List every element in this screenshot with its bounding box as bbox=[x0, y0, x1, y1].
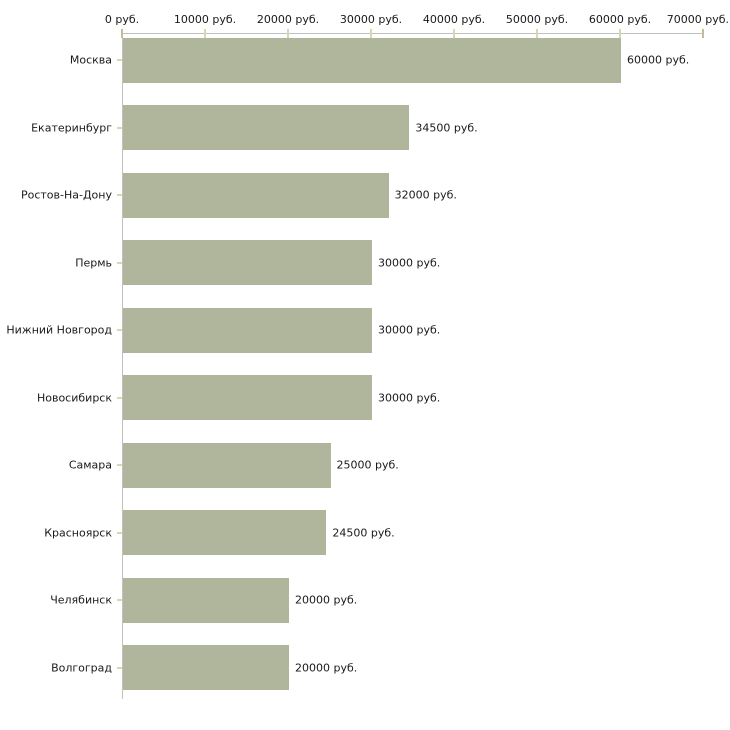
category-label: Ростов-На-Дону bbox=[20, 188, 112, 202]
category-label: Волгоград bbox=[51, 661, 112, 674]
category-tick-mark bbox=[117, 329, 122, 331]
category-tick-mark bbox=[117, 261, 122, 264]
x-axis-tick-mark bbox=[702, 29, 704, 38]
value-label: 30000 руб. bbox=[378, 391, 441, 404]
value-label: 60000 руб. bbox=[627, 53, 690, 67]
value-label: 24500 руб. bbox=[332, 526, 395, 539]
x-axis-tick-label: 20000 руб. bbox=[256, 13, 320, 26]
bar-5 bbox=[123, 307, 372, 353]
value-label: 20000 руб. bbox=[295, 661, 358, 674]
category-label: Екатеринбург bbox=[31, 121, 112, 134]
value-label: 34500 руб. bbox=[415, 121, 478, 134]
x-axis-line bbox=[122, 33, 704, 34]
x-axis-tick-mark bbox=[536, 29, 538, 38]
bar-8 bbox=[123, 510, 327, 555]
x-axis-tick-mark bbox=[453, 29, 455, 38]
bar-4 bbox=[123, 240, 372, 285]
category-tick-mark bbox=[117, 126, 122, 129]
category-label: Нижний Новгород bbox=[6, 323, 112, 337]
x-axis-tick-mark bbox=[370, 29, 372, 38]
category-tick-mark bbox=[117, 59, 122, 61]
x-axis-tick-label: 10000 руб. bbox=[173, 13, 237, 26]
x-axis-tick-mark bbox=[204, 29, 206, 38]
category-tick-mark bbox=[117, 531, 122, 534]
category-label: Новосибирск bbox=[36, 391, 112, 404]
category-label: Красноярск bbox=[44, 526, 112, 539]
x-axis-tick-label: 40000 руб. bbox=[422, 13, 486, 26]
category-tick-mark bbox=[117, 464, 122, 466]
value-label: 20000 руб. bbox=[295, 593, 358, 607]
x-axis-tick-mark bbox=[619, 29, 621, 38]
bar-10 bbox=[123, 645, 289, 690]
value-label: 30000 руб. bbox=[378, 323, 441, 337]
value-label: 32000 руб. bbox=[394, 188, 457, 202]
category-tick-mark bbox=[117, 666, 122, 669]
x-axis-tick-mark bbox=[287, 29, 289, 38]
x-axis-tick-mark bbox=[121, 29, 123, 38]
bar-6 bbox=[123, 375, 372, 420]
category-label: Челябинск bbox=[50, 593, 112, 607]
y-axis-line bbox=[122, 33, 123, 699]
bar-7 bbox=[123, 442, 331, 488]
category-tick-mark bbox=[117, 396, 122, 399]
x-axis-tick-label: 0 руб. bbox=[104, 13, 140, 26]
x-axis-tick-label: 60000 руб. bbox=[588, 13, 652, 26]
value-label: 30000 руб. bbox=[378, 256, 441, 269]
bar-9 bbox=[123, 577, 289, 623]
category-label: Самара bbox=[68, 458, 112, 472]
x-axis-tick-label: 30000 руб. bbox=[339, 13, 403, 26]
x-axis-tick-label: 70000 руб. bbox=[666, 13, 729, 26]
value-label: 25000 руб. bbox=[336, 458, 399, 472]
category-tick-mark bbox=[117, 194, 122, 196]
bar-1 bbox=[123, 37, 621, 83]
x-axis-tick-label: 50000 руб. bbox=[505, 13, 569, 26]
bar-2 bbox=[123, 105, 410, 150]
category-label: Москва bbox=[69, 53, 112, 67]
bar-3 bbox=[123, 172, 389, 218]
category-tick-mark bbox=[117, 599, 122, 601]
category-label: Пермь bbox=[75, 256, 112, 269]
